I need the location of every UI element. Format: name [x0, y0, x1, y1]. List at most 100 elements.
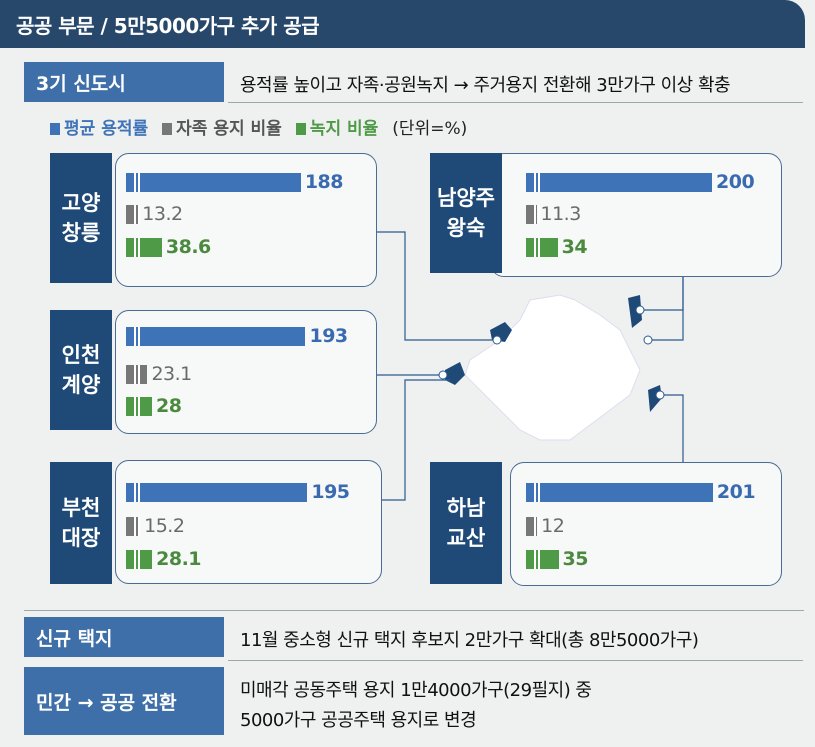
bar-floor-area-ratio: [126, 327, 306, 346]
bar-green-ratio: [126, 397, 153, 416]
incheon-region: [445, 362, 465, 385]
data-label: 12: [541, 515, 565, 537]
section-label-text: 신규 택지: [36, 627, 113, 650]
bar-stripe: [134, 483, 136, 502]
bar-stripe: [138, 517, 140, 536]
section-description: 용적률 높이고 자족·공원녹지 → 주거용지 전환해 3만가구 이상 확충: [240, 75, 731, 96]
city-name-line1: 고양: [61, 191, 101, 215]
city-name-line1: 인천: [61, 343, 101, 367]
legend-label: 평균 용적률: [64, 119, 149, 139]
legend-item-far: 평균 용적률: [50, 114, 148, 139]
city-name-line2: 대장: [61, 526, 101, 550]
seoul-outline: [464, 294, 641, 441]
data-label: 200: [716, 171, 755, 193]
bar-stripe: [538, 238, 540, 257]
legend-swatch: [295, 123, 306, 135]
legend-item-green: 녹지 비율: [295, 114, 379, 139]
bar-stripe: [534, 205, 536, 224]
bar-green-ratio: [126, 550, 153, 569]
city-name-line2: 창릉: [61, 221, 101, 245]
data-label: 28: [156, 395, 182, 417]
namyangju-region: [628, 295, 642, 328]
bar-stripe: [534, 517, 536, 536]
data-label: 13.2: [142, 203, 183, 225]
bar-self-sufficient-ratio: [126, 205, 140, 224]
page-title: 공공 부문 / 5만5000가구 추가 공급: [16, 14, 320, 38]
bar-stripe: [134, 205, 136, 224]
bar-floor-area-ratio: [126, 173, 301, 192]
data-label: 23.1: [151, 363, 192, 385]
bar-stripe: [138, 365, 140, 384]
bar-stripe: [534, 550, 536, 569]
bar-stripe: [134, 173, 136, 192]
bar-stripe: [538, 173, 540, 192]
section-label-private-to-public: 민간 → 공공 전환: [24, 667, 224, 735]
bar-stripe: [138, 238, 140, 257]
bar-stripe: [138, 397, 140, 416]
data-label: 38.6: [165, 236, 211, 258]
data-label: 188: [304, 171, 344, 193]
chart-panel: [115, 460, 382, 584]
bar-stripe: [134, 238, 136, 257]
chart-legend: 평균 용적률 자족 용지 비율 녹지 비율 (단위=%): [50, 114, 467, 139]
divider: [228, 660, 803, 661]
bar-stripe: [138, 173, 140, 192]
legend-label: 자족 용지 비율: [176, 119, 282, 139]
bar-stripe: [134, 517, 136, 536]
data-label: 15.2: [144, 515, 185, 537]
section-label-text: 3기 신도시: [36, 72, 126, 95]
section-description-line1: 미매각 공동주택 용지 1만4000가구(29필지) 중: [240, 680, 592, 701]
data-label: 28.1: [156, 548, 202, 570]
bar-green-ratio: [526, 238, 558, 257]
bar-stripe: [138, 550, 140, 569]
bar-floor-area-ratio: [526, 173, 712, 192]
section-description-line2: 5000가구 공공주택 용지로 변경: [240, 710, 477, 731]
data-label: 201: [716, 481, 756, 503]
legend-label: 녹지 비율: [309, 119, 379, 139]
bar-self-sufficient-ratio: [126, 365, 148, 384]
city-name-line1: 남양주: [437, 186, 495, 210]
city-name-line2: 계양: [61, 373, 101, 397]
divider: [228, 102, 803, 103]
section-label-text: 민간 → 공공 전환: [36, 691, 177, 714]
data-label: 193: [309, 325, 348, 347]
bar-stripe: [538, 550, 540, 569]
bar-floor-area-ratio: [526, 483, 713, 502]
city-name-line2: 왕숙: [446, 216, 486, 240]
bar-stripe: [134, 550, 136, 569]
data-label: 11.3: [540, 203, 582, 225]
title-bar: 공공 부문 / 5만5000가구 추가 공급: [0, 0, 805, 48]
bar-self-sufficient-ratio: [126, 517, 141, 536]
bar-floor-area-ratio: [126, 483, 308, 502]
section-label-new-town: 3기 신도시: [24, 62, 224, 102]
data-label: 34: [561, 236, 588, 258]
bar-stripe: [534, 173, 536, 192]
bar-stripe: [534, 483, 536, 502]
bar-stripe: [134, 327, 136, 346]
legend-swatch: [50, 123, 60, 135]
section-label-new-land: 신규 택지: [24, 617, 224, 657]
legend-unit: (단위=%): [392, 119, 468, 139]
legend-item-self-sufficient: 자족 용지 비율: [162, 114, 282, 139]
bar-stripe: [134, 397, 136, 416]
bar-self-sufficient-ratio: [526, 205, 540, 224]
city-name-line2: 교산: [446, 526, 486, 550]
bar-stripe: [138, 327, 140, 346]
bar-stripe: [138, 205, 140, 224]
bar-stripe: [134, 365, 136, 384]
legend-swatch: [162, 123, 173, 135]
data-label: 195: [311, 481, 350, 503]
city-name-line1: 하남: [446, 496, 486, 520]
bar-stripe: [538, 205, 540, 224]
city-name-line1: 부천: [61, 496, 101, 520]
data-label: 35: [562, 548, 589, 570]
bar-stripe: [538, 517, 540, 536]
bar-stripe: [534, 238, 536, 257]
bar-green-ratio: [126, 238, 162, 257]
bar-stripe: [138, 483, 140, 502]
